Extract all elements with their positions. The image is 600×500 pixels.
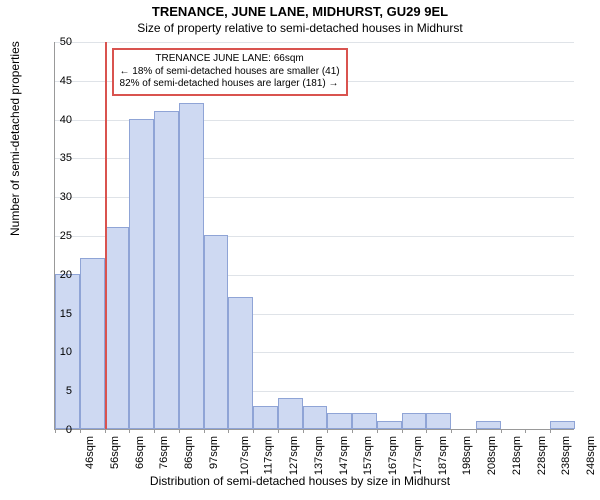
legend-line: 82% of semi-detached houses are larger (… (120, 78, 340, 91)
x-tick-label: 177sqm (412, 436, 424, 475)
x-tick-mark (253, 429, 254, 433)
y-tick-label: 0 (66, 424, 72, 436)
x-tick-label: 238sqm (561, 436, 573, 475)
y-tick-label: 5 (66, 385, 72, 397)
x-tick-label: 76sqm (158, 436, 170, 469)
x-tick-mark (501, 429, 502, 433)
x-tick-mark (525, 429, 526, 433)
histogram-chart: TRENANCE, JUNE LANE, MIDHURST, GU29 9EL … (0, 0, 600, 500)
x-axis-label: Distribution of semi-detached houses by … (0, 474, 600, 488)
plot-area: TRENANCE JUNE LANE: 66sqm← 18% of semi-d… (54, 42, 574, 430)
y-tick-label: 10 (60, 346, 72, 358)
x-tick-label: 208sqm (486, 436, 498, 475)
x-tick-mark (228, 429, 229, 433)
chart-title: TRENANCE, JUNE LANE, MIDHURST, GU29 9EL (0, 4, 600, 19)
y-tick-label: 30 (60, 191, 72, 203)
x-tick-label: 157sqm (363, 436, 375, 475)
legend-line: TRENANCE JUNE LANE: 66sqm (120, 53, 340, 66)
histogram-bar (352, 413, 377, 429)
histogram-bar (129, 119, 154, 429)
histogram-bar (327, 413, 352, 429)
histogram-bar (253, 406, 278, 429)
histogram-bar (303, 406, 328, 429)
x-tick-mark (303, 429, 304, 433)
x-tick-mark (154, 429, 155, 433)
x-tick-label: 107sqm (239, 436, 251, 475)
x-tick-label: 218sqm (511, 436, 523, 475)
x-tick-label: 187sqm (437, 436, 449, 475)
x-tick-label: 137sqm (313, 436, 325, 475)
x-tick-label: 46sqm (84, 436, 96, 469)
x-tick-label: 167sqm (387, 436, 399, 475)
y-axis-label: Number of semi-detached properties (8, 41, 22, 236)
plot-inner (54, 42, 574, 430)
y-tick-label: 35 (60, 152, 72, 164)
x-tick-mark (179, 429, 180, 433)
reference-line (105, 42, 107, 429)
x-tick-mark (204, 429, 205, 433)
x-tick-mark (426, 429, 427, 433)
histogram-bar (426, 413, 451, 429)
gridline (55, 42, 574, 43)
histogram-bar (550, 421, 575, 429)
y-tick-label: 25 (60, 230, 72, 242)
chart-subtitle: Size of property relative to semi-detach… (0, 21, 600, 35)
x-tick-mark (327, 429, 328, 433)
histogram-bar (278, 398, 303, 429)
x-tick-label: 228sqm (536, 436, 548, 475)
x-tick-label: 147sqm (338, 436, 350, 475)
y-tick-label: 45 (60, 75, 72, 87)
y-tick-label: 20 (60, 269, 72, 281)
x-tick-mark (55, 429, 56, 433)
x-tick-mark (550, 429, 551, 433)
histogram-bar (204, 235, 229, 429)
y-tick-label: 40 (60, 114, 72, 126)
x-tick-label: 198sqm (462, 436, 474, 475)
x-tick-mark (352, 429, 353, 433)
x-tick-mark (105, 429, 106, 433)
histogram-bar (154, 111, 179, 429)
histogram-bar (228, 297, 253, 429)
y-tick-label: 50 (60, 36, 72, 48)
x-tick-mark (402, 429, 403, 433)
legend-line: ← 18% of semi-detached houses are smalle… (120, 66, 340, 79)
x-tick-mark (278, 429, 279, 433)
histogram-bar (105, 227, 130, 429)
histogram-bar (179, 103, 204, 429)
histogram-bar (476, 421, 501, 429)
x-tick-label: 56sqm (109, 436, 121, 469)
histogram-bar (402, 413, 427, 429)
x-tick-mark (80, 429, 81, 433)
x-tick-label: 117sqm (263, 436, 275, 474)
y-tick-label: 15 (60, 308, 72, 320)
x-tick-label: 248sqm (585, 436, 597, 475)
x-tick-label: 66sqm (134, 436, 146, 469)
x-tick-mark (451, 429, 452, 433)
x-tick-label: 127sqm (288, 436, 300, 475)
x-tick-label: 97sqm (208, 436, 220, 469)
x-tick-mark (476, 429, 477, 433)
histogram-bar (80, 258, 105, 429)
marker-legend: TRENANCE JUNE LANE: 66sqm← 18% of semi-d… (112, 48, 348, 96)
x-tick-mark (129, 429, 130, 433)
histogram-bar (377, 421, 402, 429)
x-tick-mark (377, 429, 378, 433)
x-tick-label: 86sqm (183, 436, 195, 469)
